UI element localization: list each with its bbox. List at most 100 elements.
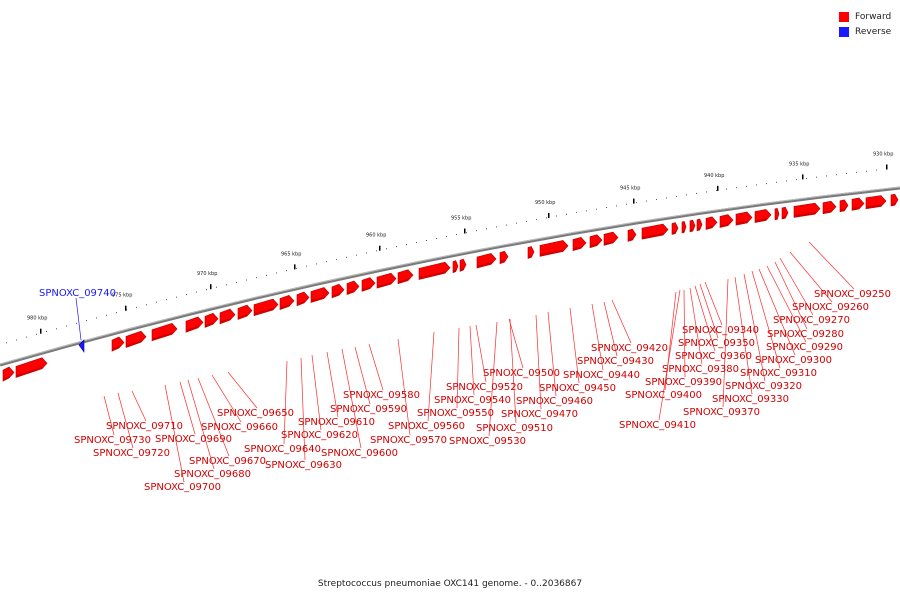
gene-leader-line	[722, 278, 729, 408]
gene-label: SPNOXC_09690	[155, 434, 232, 445]
gene-leader-line	[427, 331, 435, 422]
forward-gene-shadow	[866, 204, 884, 209]
gene-label: SPNOXC_09510	[476, 423, 553, 434]
reverse-swatch	[839, 26, 849, 37]
ruler-dot	[666, 197, 667, 199]
ruler-dot	[226, 284, 227, 286]
ruler-dot	[326, 261, 327, 263]
ruler-dot	[36, 333, 37, 335]
gene-label: SPNOXC_09560	[388, 421, 465, 432]
forward-gene-shadow	[736, 220, 750, 226]
gene-leader-line	[354, 346, 371, 405]
gene-leader-line	[789, 251, 833, 303]
gene-leader-line	[397, 338, 411, 436]
gene-label: SPNOXC_09670	[189, 456, 266, 467]
reverse-gene-arrow	[78, 339, 85, 353]
gene-leader-line	[547, 311, 557, 397]
forward-gene-shadow	[186, 325, 201, 333]
gene-label: SPNOXC_09650	[217, 408, 294, 419]
gene-label: SPNOXC_09330	[712, 394, 789, 405]
gene-leader-line	[774, 261, 808, 330]
gene-label: SPNOXC_09360	[675, 351, 752, 362]
gene-leader-line	[227, 371, 258, 409]
ruler-dot	[96, 317, 97, 319]
ruler-dot	[186, 294, 187, 296]
gene-label: SPNOXC_09420	[591, 343, 668, 354]
ruler-dot	[586, 210, 587, 212]
ruler-tick-label: 975 kbp	[112, 293, 132, 299]
gene-label: SPNOXC_09350	[678, 338, 755, 349]
ruler-dot	[216, 286, 217, 288]
forward-gene-shadow	[280, 303, 292, 310]
reverse-leader-line	[75, 297, 82, 341]
gene-leader-line	[591, 303, 604, 371]
ruler-dot	[16, 339, 17, 341]
legend-forward-label: Forward	[855, 11, 892, 22]
ruler-major-tick	[40, 328, 42, 334]
gene-leader-line	[179, 381, 196, 435]
ruler-dot	[386, 248, 387, 250]
gene-label: SPNOXC_09630	[265, 460, 342, 471]
ruler-dot	[546, 217, 547, 219]
forward-gene-shadow	[720, 223, 731, 228]
ruler-tick-label: 935 kbp	[789, 161, 809, 167]
ruler-dot	[286, 270, 287, 272]
gene-leader-line	[734, 276, 753, 395]
gene-label: SPNOXC_09440	[563, 370, 640, 381]
forward-gene-shadow	[254, 307, 276, 316]
gene-label: SPNOXC_09290	[766, 342, 843, 353]
ruler-dot	[616, 205, 617, 207]
ruler-dot	[446, 236, 447, 238]
forward-gene-shadow	[697, 227, 701, 231]
ruler-dot	[426, 240, 427, 242]
ruler-dot	[66, 325, 67, 327]
gene-leader-line	[283, 360, 288, 445]
ruler-dot	[626, 203, 627, 205]
ruler-major-tick	[717, 185, 719, 191]
ruler-dot	[166, 299, 167, 301]
gene-leader-line	[508, 318, 524, 369]
gene-label: SPNOXC_09300	[755, 355, 832, 366]
gene-leader-line	[658, 289, 681, 421]
ruler-dot	[346, 256, 347, 258]
gene-label: SPNOXC_09450	[539, 383, 616, 394]
ruler-dot	[26, 336, 27, 338]
gene-label: SPNOXC_09600	[321, 448, 398, 459]
gene-label: SPNOXC_09620	[281, 430, 358, 441]
forward-gene-shadow	[347, 289, 357, 295]
ruler-dot	[796, 179, 797, 181]
ruler-tick-label: 940 kbp	[704, 173, 724, 179]
forward-gene-shadow	[205, 321, 216, 328]
ruler-major-tick	[210, 284, 212, 290]
ruler-dot	[356, 254, 357, 256]
gene-label: SPNOXC_09260	[792, 302, 869, 313]
gene-label: SPNOXC_09700	[144, 482, 221, 493]
ruler-dot	[556, 215, 557, 217]
gene-label: SPNOXC_09710	[106, 421, 183, 432]
ruler-dot	[856, 171, 857, 173]
ruler-dot	[536, 219, 537, 221]
gene-label: SPNOXC_09340	[682, 325, 759, 336]
ruler-dot	[596, 208, 597, 210]
gene-leader-line	[779, 257, 814, 316]
forward-gene-shadow	[823, 209, 834, 214]
gene-label: SPNOXC_09580	[343, 390, 420, 401]
gene-leader-line	[187, 379, 215, 470]
legend: Forward Reverse	[839, 9, 891, 39]
gene-label: SPNOXC_09500	[483, 368, 560, 379]
gene-label: SPNOXC_09610	[298, 417, 375, 428]
forward-gene-shadow	[628, 237, 635, 242]
gene-leader-line	[197, 377, 230, 457]
ruler-major-tick	[294, 264, 296, 270]
ruler-dot	[656, 198, 657, 200]
gene-leader-line	[603, 301, 618, 357]
forward-gene-shadow	[112, 345, 122, 352]
ruler-dot	[176, 296, 177, 298]
gene-leader-line	[475, 324, 487, 383]
ruler-dot	[576, 212, 577, 214]
legend-reverse-label: Reverse	[855, 26, 892, 37]
forward-gene-shadow	[126, 339, 144, 348]
gene-leader-line	[456, 327, 460, 409]
ruler-dot	[636, 202, 637, 204]
gene-label: SPNOXC_09250	[814, 289, 891, 300]
